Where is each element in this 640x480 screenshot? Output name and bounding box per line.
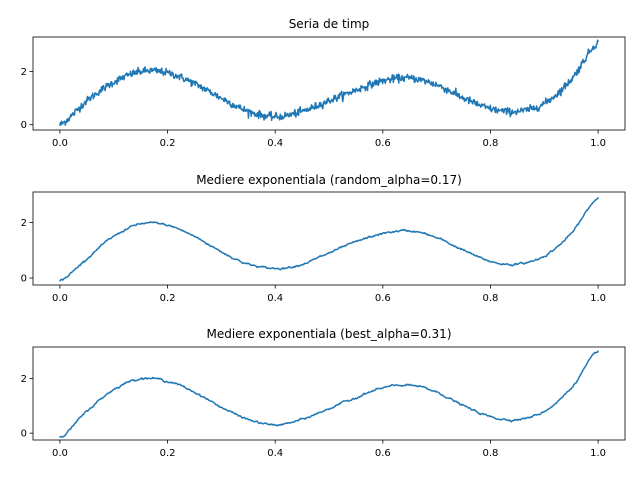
x-tick-label: 0.8 <box>483 448 499 459</box>
subplot-title: Mediere exponentiala (best_alpha=0.31) <box>206 327 451 341</box>
y-tick-label: 2 <box>21 67 27 78</box>
x-tick-label: 0.2 <box>160 293 176 304</box>
subplot-best-alpha: Mediere exponentiala (best_alpha=0.31) 0… <box>21 327 626 459</box>
axes-frame <box>32 346 626 441</box>
axes-frame <box>32 36 626 131</box>
x-tick-label: 0.6 <box>375 448 391 459</box>
y-tick-label: 2 <box>21 218 27 229</box>
x-tick-label: 1.0 <box>590 448 606 459</box>
x-tick-label: 0.2 <box>160 448 176 459</box>
subplot-random-alpha: Mediere exponentiala (random_alpha=0.17)… <box>21 173 626 304</box>
x-tick-label: 0.4 <box>267 138 283 149</box>
x-tick-label: 1.0 <box>590 138 606 149</box>
series-line <box>59 39 599 127</box>
axes-frame <box>32 191 626 286</box>
x-tick-label: 0.6 <box>375 293 391 304</box>
y-tick-label: 0 <box>21 120 27 131</box>
tick-group: 0.0 0.2 0.4 0.6 0.8 1.0 0 2 <box>21 218 606 304</box>
y-tick-label: 0 <box>21 429 27 440</box>
subplot-time-series: Seria de timp 0.0 0.2 0.4 0.6 0.8 1.0 0 2 <box>21 17 626 149</box>
x-tick-label: 0.0 <box>52 138 68 149</box>
x-tick-label: 0.8 <box>483 138 499 149</box>
x-tick-label: 0.0 <box>52 448 68 459</box>
y-tick-label: 0 <box>21 274 27 285</box>
x-tick-label: 0.0 <box>52 293 68 304</box>
subplot-title: Mediere exponentiala (random_alpha=0.17) <box>196 173 462 187</box>
x-tick-label: 0.2 <box>160 138 176 149</box>
subplot-title: Seria de timp <box>289 17 370 31</box>
x-tick-label: 0.4 <box>267 448 283 459</box>
x-tick-label: 0.4 <box>267 293 283 304</box>
tick-group: 0.0 0.2 0.4 0.6 0.8 1.0 0 2 <box>21 374 606 459</box>
series-line <box>59 350 599 438</box>
series-line <box>59 197 599 282</box>
tick-group: 0.0 0.2 0.4 0.6 0.8 1.0 0 2 <box>21 67 606 149</box>
x-tick-label: 0.8 <box>483 293 499 304</box>
x-tick-label: 0.6 <box>375 138 391 149</box>
x-tick-label: 1.0 <box>590 293 606 304</box>
y-tick-label: 2 <box>21 374 27 385</box>
